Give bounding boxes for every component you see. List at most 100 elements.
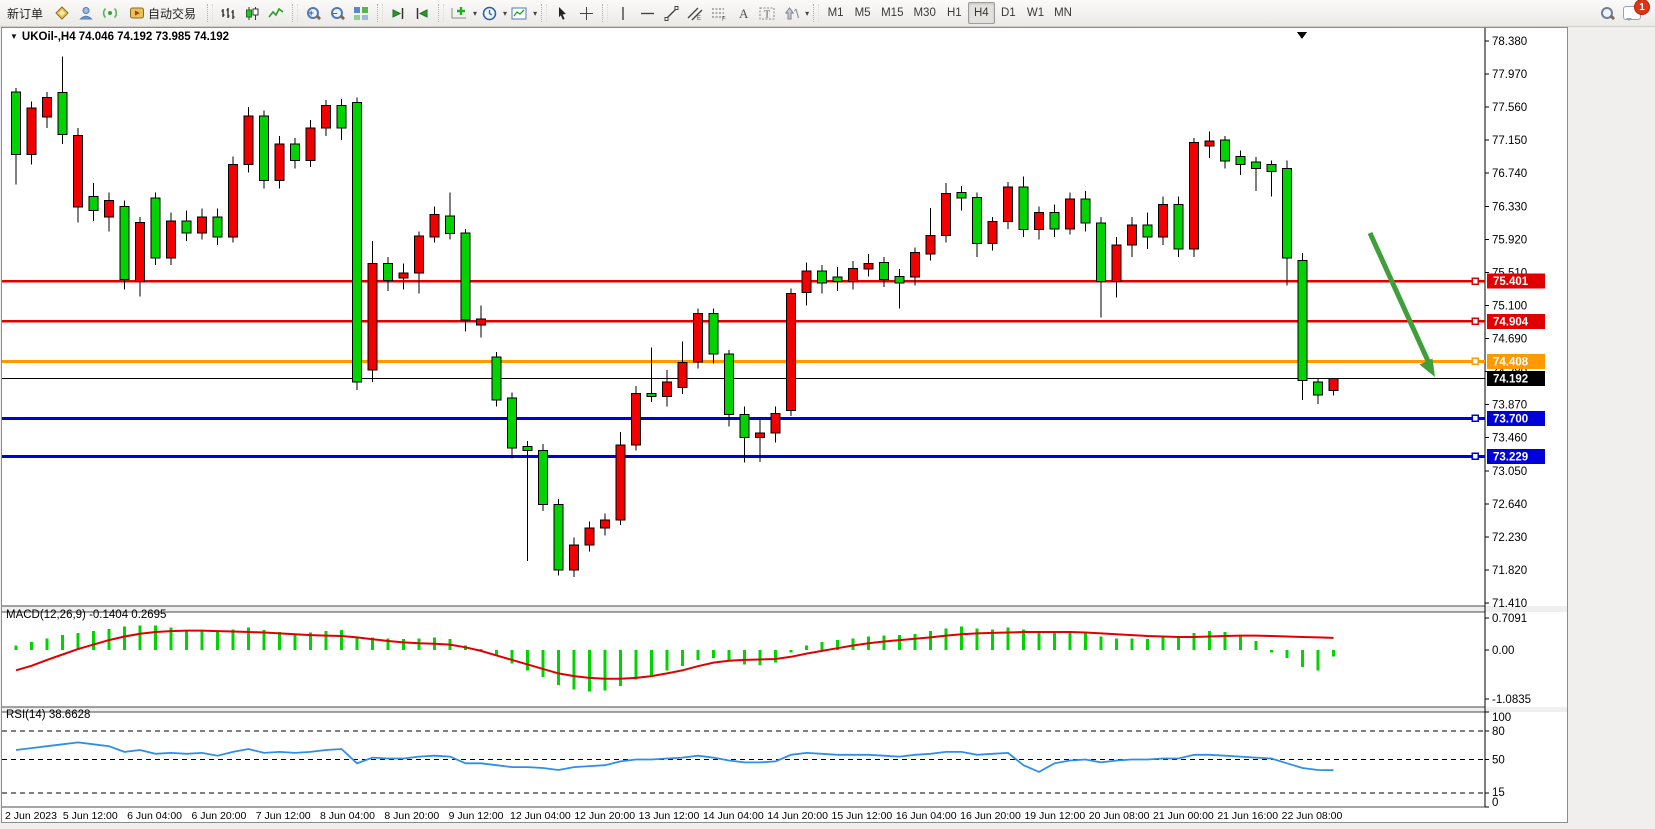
annotation-arrow-head[interactable] [1419, 358, 1436, 378]
candle-body[interactable] [600, 519, 610, 529]
dropdown-caret[interactable]: ▾ [805, 8, 810, 18]
periods-icon[interactable] [477, 2, 501, 24]
zoom-out-icon[interactable]: – [325, 2, 349, 24]
candle-body[interactable] [259, 115, 269, 181]
candle-body[interactable] [26, 107, 37, 156]
candle-body[interactable] [1127, 224, 1137, 246]
candle-body[interactable] [414, 235, 424, 274]
timeframe-m30[interactable]: M30 [908, 2, 940, 24]
candle-body[interactable] [383, 263, 393, 281]
dropdown-caret[interactable]: ▾ [533, 8, 538, 18]
candle-body[interactable] [693, 313, 703, 363]
line-handle[interactable] [1471, 357, 1479, 366]
candle-body[interactable] [1080, 198, 1091, 224]
candle-body[interactable] [150, 197, 161, 259]
candle-body[interactable] [1003, 186, 1013, 223]
candle-body[interactable] [1251, 161, 1261, 169]
new-order-button[interactable]: 新订单 [0, 2, 50, 24]
candle-body[interactable] [925, 234, 936, 255]
candle-body[interactable] [1313, 381, 1323, 396]
candle-body[interactable] [57, 92, 68, 136]
candle-body[interactable] [739, 413, 750, 439]
candle-body[interactable] [1189, 142, 1199, 250]
chart-canvas[interactable]: 78.380 77.970 77.560 77.150 76.740 76.330 75.9… [2, 28, 1567, 822]
candle-body[interactable] [1328, 378, 1339, 391]
signals-icon[interactable] [98, 2, 122, 24]
candle-body[interactable] [1266, 163, 1277, 173]
candle-body[interactable] [445, 215, 455, 235]
candle-body[interactable] [228, 163, 238, 238]
candle-body[interactable] [135, 221, 145, 282]
candle-body[interactable] [801, 270, 812, 294]
candle-body[interactable] [352, 101, 362, 383]
line-handle[interactable] [1471, 414, 1479, 423]
candle-body[interactable] [615, 444, 626, 521]
candle-body[interactable] [956, 192, 967, 199]
candle-body[interactable] [863, 263, 874, 270]
candle-body[interactable] [631, 392, 641, 446]
candlestick-icon[interactable] [240, 2, 264, 24]
candle-body[interactable] [1111, 244, 1122, 282]
candle-body[interactable] [1065, 198, 1075, 230]
zoom-in-icon[interactable]: + [301, 2, 325, 24]
candle-body[interactable] [1096, 222, 1106, 282]
timeframe-m5[interactable]: M5 [849, 2, 876, 24]
candle-body[interactable] [1034, 212, 1044, 231]
candle-body[interactable] [212, 216, 223, 238]
chart-shift-icon[interactable] [410, 2, 434, 24]
notifications-icon[interactable]: 1 [1619, 0, 1650, 24]
candle-body[interactable] [832, 276, 843, 282]
candle-body[interactable] [243, 115, 254, 165]
equidistant-channel-icon[interactable]: E [683, 2, 707, 24]
candle-body[interactable] [181, 220, 192, 234]
bar-chart-icon[interactable] [216, 2, 240, 24]
candle-body[interactable] [848, 267, 858, 282]
candle-body[interactable] [987, 221, 998, 244]
candle-body[interactable] [1220, 139, 1230, 162]
indicators-icon[interactable] [447, 2, 471, 24]
timeframe-h1[interactable]: H1 [941, 2, 968, 24]
candle-body[interactable] [104, 200, 114, 218]
text-label-icon[interactable]: T [755, 2, 779, 24]
candle-body[interactable] [476, 318, 486, 326]
candle-body[interactable] [507, 397, 517, 449]
candle-body[interactable] [553, 504, 564, 571]
candle-body[interactable] [1204, 140, 1215, 147]
timeframe-m1[interactable]: M1 [822, 2, 849, 24]
candle-body[interactable] [522, 446, 533, 452]
line-handle[interactable] [1471, 317, 1479, 326]
candle-body[interactable] [662, 381, 672, 398]
candle-body[interactable] [910, 251, 920, 278]
candle-body[interactable] [88, 196, 99, 211]
candle-body[interactable] [290, 143, 300, 161]
candle-body[interactable] [770, 413, 781, 434]
candle-body[interactable] [646, 392, 657, 398]
annotation-arrow[interactable] [1367, 231, 1431, 363]
depth-of-market-icon[interactable] [50, 2, 74, 24]
candle-body[interactable] [336, 105, 347, 129]
candle-body[interactable] [817, 270, 827, 284]
candle-body[interactable] [879, 262, 889, 281]
tile-windows-icon[interactable] [349, 2, 373, 24]
candle-body[interactable] [1173, 204, 1184, 250]
candle-body[interactable] [1235, 155, 1246, 165]
candle-body[interactable] [367, 263, 378, 371]
candle-body[interactable] [1049, 212, 1060, 230]
line-handle[interactable] [1471, 277, 1479, 285]
candle-body[interactable] [1018, 186, 1029, 231]
candle-body[interactable] [73, 134, 83, 208]
candle-body[interactable] [724, 353, 734, 415]
candle-body[interactable] [708, 313, 719, 355]
candle-body[interactable] [677, 362, 688, 389]
candle-body[interactable] [894, 275, 905, 284]
candle-body[interactable] [42, 96, 52, 118]
candle-body[interactable] [119, 205, 130, 281]
community-icon[interactable] [74, 2, 98, 24]
line-chart-icon[interactable] [264, 2, 288, 24]
candle-body[interactable] [321, 105, 331, 129]
chart-shift-marker[interactable] [1297, 32, 1307, 39]
search-icon[interactable] [1595, 2, 1619, 24]
candle-body[interactable] [941, 192, 951, 236]
candle-body[interactable] [755, 432, 765, 439]
trendline-icon[interactable] [659, 2, 683, 24]
